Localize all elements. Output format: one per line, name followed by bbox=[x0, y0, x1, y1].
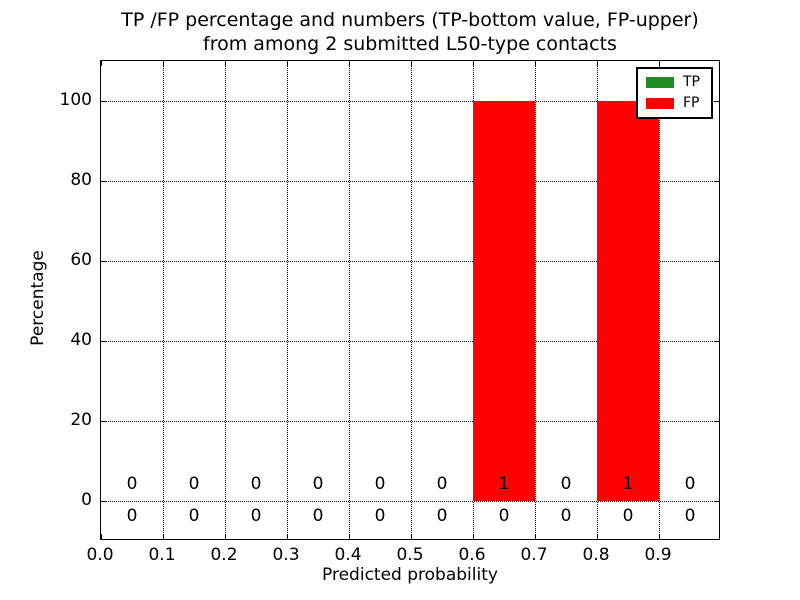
tp-count-label: 0 bbox=[188, 506, 200, 526]
x-tick-top bbox=[162, 61, 164, 66]
tp-count-label: 0 bbox=[622, 506, 634, 526]
y-tick-label: 60 bbox=[70, 250, 92, 270]
x-tick-top bbox=[534, 61, 536, 66]
x-gridline bbox=[534, 61, 536, 539]
x-tick bbox=[534, 534, 536, 539]
fp-count-label: 1 bbox=[622, 474, 634, 494]
y-tick-label: 20 bbox=[70, 410, 92, 430]
fp-count-label: 0 bbox=[312, 474, 324, 494]
y-gridline bbox=[101, 100, 719, 102]
chart-title-line1: TP /FP percentage and numbers (TP-bottom… bbox=[121, 9, 699, 31]
fp-count-label: 0 bbox=[560, 474, 572, 494]
x-gridline bbox=[162, 61, 164, 539]
fp-count-label: 0 bbox=[374, 474, 386, 494]
x-gridline bbox=[348, 61, 350, 539]
x-tick-label: 0.3 bbox=[272, 545, 300, 565]
y-tick-right bbox=[714, 180, 719, 182]
y-tick bbox=[101, 420, 106, 422]
x-tick-top bbox=[224, 61, 226, 66]
fp-count-label: 0 bbox=[250, 474, 262, 494]
fp-count-label: 1 bbox=[498, 474, 510, 494]
x-tick-top bbox=[658, 61, 660, 66]
tp-count-label: 0 bbox=[436, 506, 448, 526]
fp-color-swatch bbox=[646, 98, 674, 109]
x-tick bbox=[100, 534, 102, 539]
x-axis-label: Predicted probability bbox=[322, 565, 498, 585]
x-gridline bbox=[286, 61, 288, 539]
legend-item-fp: FP bbox=[646, 96, 703, 111]
x-tick bbox=[596, 534, 598, 539]
y-tick-label: 40 bbox=[70, 330, 92, 350]
x-tick-top bbox=[410, 61, 412, 66]
tp-count-label: 0 bbox=[684, 506, 696, 526]
tp-count-label: 0 bbox=[312, 506, 324, 526]
tp-color-swatch bbox=[646, 77, 674, 88]
y-gridline bbox=[101, 260, 719, 262]
x-tick bbox=[286, 534, 288, 539]
y-tick-label: 0 bbox=[81, 490, 92, 510]
legend: TP FP bbox=[636, 67, 713, 119]
x-tick-label: 0.8 bbox=[582, 545, 610, 565]
y-tick-right bbox=[714, 100, 719, 102]
tp-count-label: 0 bbox=[374, 506, 386, 526]
tp-count-label: 0 bbox=[498, 506, 510, 526]
x-tick-label: 0.5 bbox=[396, 545, 424, 565]
tp-count-label: 0 bbox=[126, 506, 138, 526]
y-tick bbox=[101, 500, 106, 502]
chart-title-line2: from among 2 submitted L50-type contacts bbox=[203, 33, 617, 55]
plot-area: TP FP 0 0 0 0 0 0 1 0 1 0 0 0 0 0 0 0 0 0 0 0 bbox=[100, 60, 720, 540]
x-tick-top bbox=[100, 61, 102, 66]
x-tick-label: 0.7 bbox=[520, 545, 548, 565]
y-tick bbox=[101, 340, 106, 342]
fp-count-label: 0 bbox=[436, 474, 448, 494]
y-tick-label: 80 bbox=[70, 170, 92, 190]
x-tick-label: 0.0 bbox=[86, 545, 114, 565]
y-tick bbox=[101, 260, 106, 262]
y-tick-right bbox=[714, 260, 719, 262]
y-tick bbox=[101, 100, 106, 102]
y-tick-right bbox=[714, 340, 719, 342]
y-tick bbox=[101, 180, 106, 182]
tp-count-label: 0 bbox=[560, 506, 572, 526]
tp-count-label: 0 bbox=[250, 506, 262, 526]
x-tick bbox=[162, 534, 164, 539]
chart-title: TP /FP percentage and numbers (TP-bottom… bbox=[100, 8, 720, 56]
x-gridline bbox=[224, 61, 226, 539]
fp-bar bbox=[597, 101, 659, 501]
y-gridline bbox=[101, 420, 719, 422]
x-tick-label: 0.1 bbox=[148, 545, 176, 565]
x-tick-top bbox=[596, 61, 598, 66]
y-gridline bbox=[101, 340, 719, 342]
fp-count-label: 0 bbox=[126, 474, 138, 494]
fp-bar bbox=[473, 101, 535, 501]
x-tick bbox=[410, 534, 412, 539]
x-tick-top bbox=[472, 61, 474, 66]
y-tick-right bbox=[714, 420, 719, 422]
y-gridline bbox=[101, 500, 719, 502]
x-tick bbox=[472, 534, 474, 539]
y-gridline bbox=[101, 180, 719, 182]
x-gridline bbox=[410, 61, 412, 539]
x-tick-top bbox=[348, 61, 350, 66]
fp-legend-label: FP bbox=[683, 95, 700, 111]
tp-legend-label: TP bbox=[683, 74, 700, 90]
fp-count-label: 0 bbox=[684, 474, 696, 494]
x-tick-label: 0.6 bbox=[458, 545, 486, 565]
fp-count-label: 0 bbox=[188, 474, 200, 494]
x-tick-label: 0.4 bbox=[334, 545, 362, 565]
y-tick-label: 100 bbox=[59, 90, 92, 110]
y-tick-right bbox=[714, 500, 719, 502]
x-tick bbox=[348, 534, 350, 539]
x-tick bbox=[658, 534, 660, 539]
x-tick bbox=[224, 534, 226, 539]
x-tick-label: 0.2 bbox=[210, 545, 238, 565]
x-gridline bbox=[658, 61, 660, 539]
legend-item-tp: TP bbox=[646, 75, 703, 90]
x-tick-label: 0.9 bbox=[644, 545, 672, 565]
x-tick-top bbox=[286, 61, 288, 66]
